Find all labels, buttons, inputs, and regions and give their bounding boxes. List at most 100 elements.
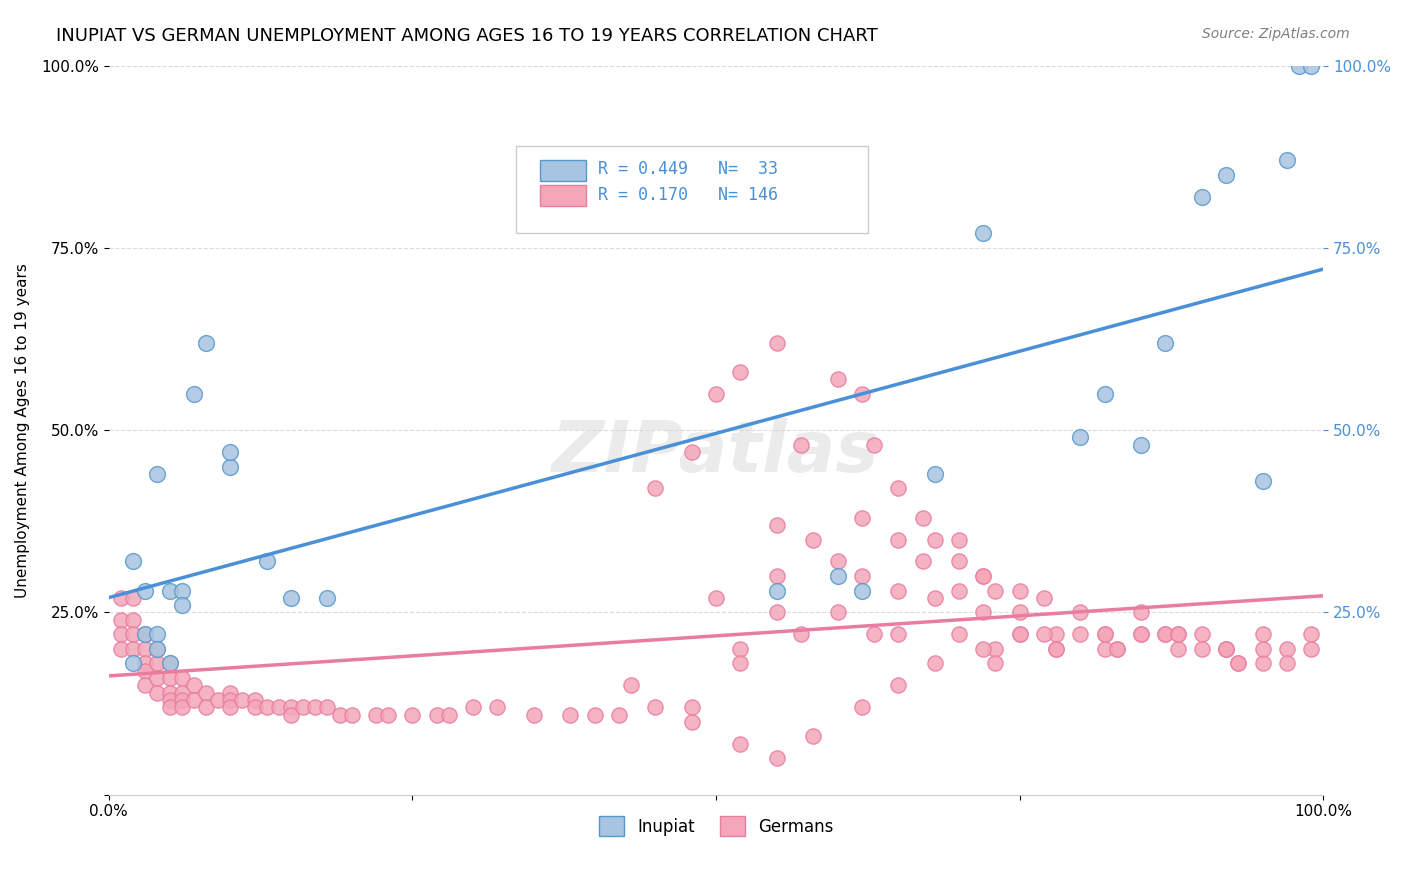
Point [316, 700, 339, 714]
Point [887, 583, 910, 598]
Point [827, 569, 849, 583]
Point [1008, 583, 1031, 598]
Point [134, 627, 156, 641]
Point [765, 569, 787, 583]
Point [146, 641, 169, 656]
Point [110, 591, 132, 605]
Point [219, 459, 242, 474]
Point [1288, 59, 1310, 73]
Point [463, 700, 485, 714]
Point [110, 627, 132, 641]
Point [984, 657, 1007, 671]
Point [1301, 627, 1323, 641]
Legend: Inupiat, Germans: Inupiat, Germans [591, 807, 842, 845]
Point [1251, 657, 1274, 671]
Point [911, 510, 934, 524]
Point [924, 467, 946, 481]
Point [972, 569, 994, 583]
Point [1215, 641, 1237, 656]
Point [887, 627, 910, 641]
Point [765, 751, 787, 765]
Point [170, 685, 193, 699]
Point [146, 657, 169, 671]
Text: Source: ZipAtlas.com: Source: ZipAtlas.com [1202, 27, 1350, 41]
Point [146, 671, 169, 685]
Point [134, 657, 156, 671]
Point [948, 583, 970, 598]
Point [523, 707, 546, 722]
Point [948, 627, 970, 641]
Point [134, 678, 156, 692]
Point [620, 678, 643, 692]
Point [1105, 641, 1128, 656]
Point [644, 700, 666, 714]
Point [1275, 153, 1298, 168]
Point [183, 693, 205, 707]
Point [924, 591, 946, 605]
Point [183, 386, 205, 401]
Point [790, 438, 813, 452]
Point [1130, 438, 1153, 452]
Point [426, 707, 449, 722]
Point [292, 700, 315, 714]
Point [1094, 641, 1116, 656]
Point [364, 707, 387, 722]
Point [851, 386, 873, 401]
Point [704, 591, 727, 605]
Point [1033, 627, 1056, 641]
Point [1154, 627, 1177, 641]
Point [195, 335, 218, 350]
FancyBboxPatch shape [540, 161, 586, 181]
Point [560, 707, 582, 722]
Point [827, 372, 849, 386]
Point [1191, 641, 1213, 656]
Point [851, 583, 873, 598]
FancyBboxPatch shape [516, 145, 868, 234]
Point [1069, 606, 1091, 620]
Point [1227, 657, 1250, 671]
Point [730, 657, 752, 671]
Point [924, 657, 946, 671]
Point [183, 678, 205, 692]
Point [1069, 627, 1091, 641]
Point [243, 700, 266, 714]
Point [644, 482, 666, 496]
Point [1033, 591, 1056, 605]
Text: R = 0.170   N= 146: R = 0.170 N= 146 [599, 186, 779, 203]
Point [887, 482, 910, 496]
Point [134, 627, 156, 641]
Point [377, 707, 399, 722]
Point [1167, 627, 1189, 641]
Point [972, 569, 994, 583]
Point [146, 685, 169, 699]
Point [730, 641, 752, 656]
Point [1251, 474, 1274, 488]
Point [827, 554, 849, 568]
Point [146, 467, 169, 481]
Point [170, 583, 193, 598]
Point [122, 554, 145, 568]
Point [159, 671, 181, 685]
Point [122, 641, 145, 656]
Point [256, 554, 278, 568]
Point [1227, 657, 1250, 671]
Point [583, 707, 606, 722]
Point [401, 707, 423, 722]
Point [219, 445, 242, 459]
Point [1191, 190, 1213, 204]
Point [851, 569, 873, 583]
Point [280, 700, 302, 714]
Point [1275, 641, 1298, 656]
Point [1008, 627, 1031, 641]
Point [704, 386, 727, 401]
Point [159, 583, 181, 598]
Point [801, 730, 824, 744]
Point [1094, 627, 1116, 641]
Point [948, 554, 970, 568]
Point [1069, 430, 1091, 444]
Point [159, 657, 181, 671]
Point [256, 700, 278, 714]
Point [765, 583, 787, 598]
Point [1301, 59, 1323, 73]
Point [170, 671, 193, 685]
